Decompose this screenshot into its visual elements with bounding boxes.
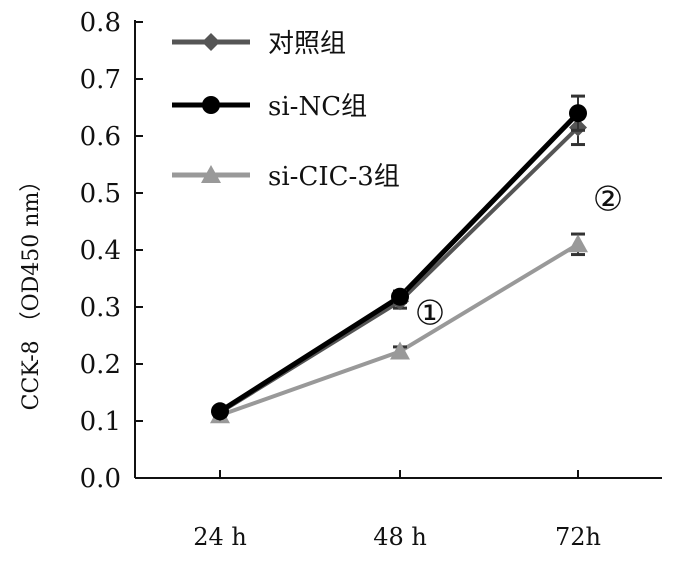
x-tick-label: 24 h [193, 523, 247, 551]
series-diamond [211, 108, 587, 422]
x-tick-label: 72h [555, 523, 601, 551]
y-tick-label: 0.7 [80, 65, 121, 95]
legend-item: si-CIC-3组 [172, 162, 400, 192]
y-tick-label: 0.0 [80, 464, 121, 494]
y-axis-label: CCK-8 （OD450 nm） [19, 170, 44, 411]
data-point [569, 104, 587, 123]
y-tick-label: 0.1 [80, 407, 121, 437]
legend-label: 对照组 [268, 29, 346, 59]
y-tick-label: 0.2 [80, 350, 121, 380]
legend-marker-circle-icon [202, 96, 220, 114]
series-circle [211, 94, 587, 421]
x-tick-label: 48 h [373, 523, 427, 551]
y-tick-label: 0.4 [80, 236, 121, 266]
data-point [568, 234, 588, 253]
legend-item: 对照组 [172, 29, 346, 59]
legend-label: si-NC组 [268, 92, 367, 122]
y-tick-label: 0.8 [80, 8, 121, 38]
series-line [219, 242, 580, 418]
legend-label: si-CIC-3组 [268, 162, 400, 192]
annotation: ① [415, 294, 445, 334]
y-tick-label: 0.6 [80, 122, 121, 152]
legend-marker-diamond-icon [202, 33, 220, 51]
legend-marker-triangle-icon [201, 165, 221, 183]
series-triangle [210, 232, 588, 424]
y-tick-label: 0.5 [80, 179, 121, 209]
y-tick-label: 0.3 [80, 293, 121, 323]
data-point [211, 402, 229, 421]
series-line [218, 111, 580, 414]
annotation: ② [593, 180, 623, 220]
data-point [390, 341, 410, 360]
legend-item: si-NC组 [172, 92, 367, 122]
data-point [391, 287, 409, 306]
